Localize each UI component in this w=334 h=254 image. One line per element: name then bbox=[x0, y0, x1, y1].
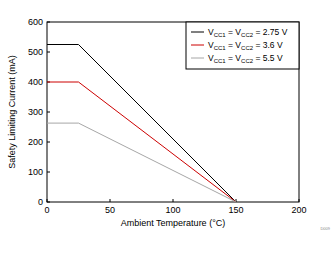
y-tick-label: 200 bbox=[28, 137, 43, 147]
x-axis-label: Ambient Temperature (°C) bbox=[121, 218, 225, 228]
y-tick bbox=[47, 112, 50, 113]
legend-box bbox=[186, 22, 299, 69]
annotation: D009 bbox=[320, 226, 330, 231]
x-tick bbox=[110, 199, 111, 202]
plot-frame bbox=[47, 22, 299, 202]
legend: VCC1 = VCC2 = 2.75 V VCC1 = VCC2 = 3.6 V V… bbox=[186, 22, 299, 69]
y-tick bbox=[47, 142, 50, 143]
series-line bbox=[47, 82, 236, 202]
legend-swatch bbox=[191, 45, 204, 46]
x-tick-label: 0 bbox=[44, 205, 49, 215]
y-axis-label: Safety Limiting Current (mA) bbox=[7, 55, 17, 169]
x-tick bbox=[299, 199, 300, 202]
y-tick bbox=[47, 22, 50, 23]
series-line bbox=[47, 123, 236, 202]
legend-label: VCC1 = VCC2 = 2.75 V bbox=[208, 27, 288, 38]
legend-swatch bbox=[191, 58, 204, 59]
y-tick-label: 400 bbox=[28, 77, 43, 87]
y-tick-label: 100 bbox=[28, 167, 43, 177]
x-tick-label: 150 bbox=[228, 205, 243, 215]
x-tick-label: 100 bbox=[165, 205, 180, 215]
x-tick-label: 200 bbox=[291, 205, 306, 215]
y-tick-label: 300 bbox=[28, 107, 43, 117]
x-tick bbox=[173, 199, 174, 202]
x-tick-label: 50 bbox=[105, 205, 115, 215]
legend-label: VCC1 = VCC2 = 5.5 V bbox=[208, 53, 283, 64]
y-tick-label: 0 bbox=[38, 197, 43, 207]
y-tick bbox=[47, 202, 50, 203]
chart-root: 0 50 100 150 200 0 100 200 300 400 500 600 Ambient T… bbox=[0, 0, 334, 254]
y-tick bbox=[47, 52, 50, 53]
y-tick-label: 600 bbox=[28, 17, 43, 27]
legend-swatch bbox=[191, 32, 204, 33]
chart: 0 50 100 150 200 0 100 200 300 400 500 600 Ambient T… bbox=[0, 0, 334, 254]
y-tick-label: 500 bbox=[28, 47, 43, 57]
y-tick bbox=[47, 172, 50, 173]
legend-label: VCC1 = VCC2 = 3.6 V bbox=[208, 40, 283, 51]
